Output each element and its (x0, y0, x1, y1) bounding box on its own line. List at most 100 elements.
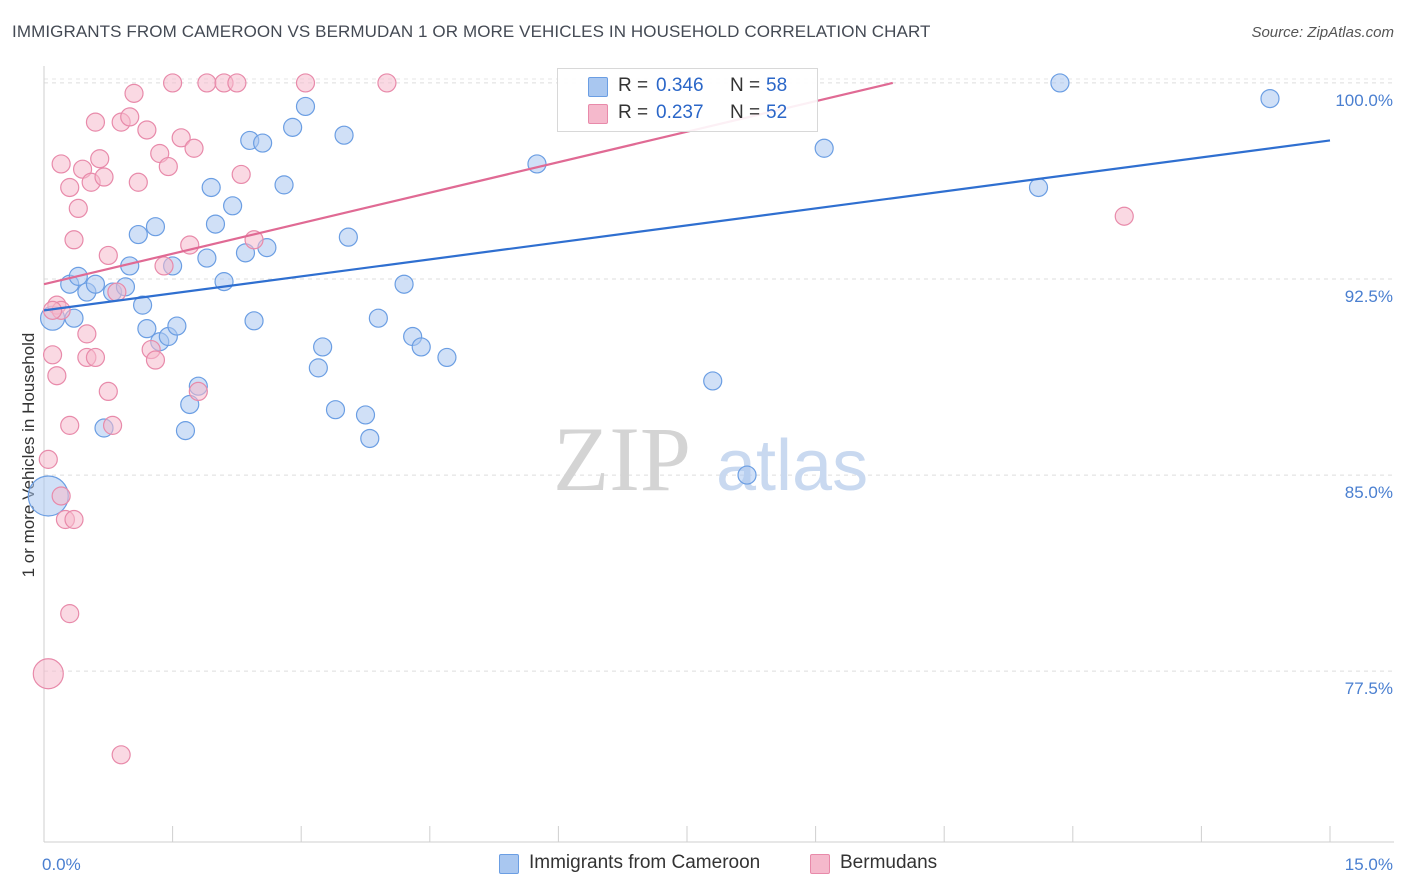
data-point (42, 345, 63, 365)
chart-title: IMMIGRANTS FROM CAMEROON VS BERMUDAN 1 O… (12, 22, 931, 41)
data-point (154, 256, 174, 276)
y-tick-label: 92.5% (1345, 287, 1393, 306)
data-point (411, 337, 431, 357)
data-point (308, 358, 328, 378)
legend-swatch-cameroon (588, 77, 608, 97)
bottom-legend-label-cameroon: Immigrants from Cameroon (529, 852, 761, 873)
data-point (32, 658, 64, 690)
legend-n-label: N = (730, 75, 761, 96)
data-point (231, 164, 251, 185)
legend-r-label: R = (618, 102, 649, 123)
data-point (205, 214, 226, 234)
data-points (27, 73, 1280, 765)
data-point (360, 428, 380, 449)
data-point (368, 308, 388, 328)
data-point (201, 177, 221, 198)
x-tick-label: 15.0% (1345, 855, 1393, 874)
legend-swatch-bermudans (588, 104, 608, 124)
bottom-legend-label-bermudans: Bermudans (840, 852, 938, 873)
legend-n-value: 52 (766, 102, 788, 123)
data-point (42, 300, 63, 320)
data-point (60, 604, 80, 624)
data-point (64, 509, 84, 530)
data-point (107, 282, 127, 302)
data-point (128, 224, 148, 245)
legend-r-value: 0.237 (656, 102, 704, 123)
data-point (94, 167, 114, 187)
data-point (137, 120, 157, 140)
data-point (1260, 89, 1280, 109)
data-point (244, 311, 264, 331)
legend-r-value: 0.346 (656, 75, 704, 96)
data-point (60, 177, 80, 198)
data-point (60, 415, 80, 435)
trend-line-cameroon (43, 139, 1331, 312)
data-point (145, 350, 166, 370)
data-point (77, 324, 97, 344)
data-point (1050, 73, 1070, 93)
data-point (90, 149, 110, 169)
data-point (184, 138, 204, 158)
data-point (167, 316, 187, 336)
tick-labels: 100.0% 92.5% 85.0% 77.5% 0.0% 15.0% (42, 91, 1393, 874)
watermark-atlas: atlas (716, 426, 868, 506)
data-point (145, 217, 166, 237)
data-point (47, 366, 67, 386)
data-point (325, 400, 346, 420)
y-tick-label: 100.0% (1335, 91, 1393, 110)
data-point (227, 73, 247, 93)
data-point (137, 319, 157, 339)
data-point (394, 274, 414, 294)
data-point (283, 117, 303, 137)
data-point (175, 421, 196, 441)
data-point (437, 347, 457, 368)
data-point (197, 73, 217, 93)
data-point (128, 172, 148, 192)
data-point (85, 274, 106, 294)
y-tick-label: 77.5% (1345, 679, 1393, 698)
data-point (98, 245, 118, 266)
watermark: ZIP atlas (553, 408, 868, 510)
data-point (102, 415, 123, 435)
data-point (295, 73, 316, 93)
data-point (85, 347, 106, 368)
data-point (111, 745, 131, 765)
data-point (124, 83, 144, 103)
data-point (98, 381, 118, 402)
data-point (171, 128, 191, 148)
data-point (188, 381, 208, 402)
legend-n-value: 58 (766, 75, 788, 96)
data-point (313, 337, 333, 357)
watermark-zip: ZIP (553, 408, 691, 510)
data-point (120, 107, 140, 127)
data-point (737, 465, 757, 485)
source-label: Source: ZipAtlas.com (1251, 24, 1394, 41)
legend-r-label: R = (618, 75, 649, 96)
data-point (1028, 177, 1049, 198)
bottom-legend-swatch-cameroon (499, 854, 519, 874)
y-tick-label: 85.0% (1345, 483, 1393, 502)
data-point (274, 175, 294, 195)
data-point (253, 133, 273, 153)
data-point (132, 295, 153, 315)
y-axis-label: 1 or more Vehicles in Household (19, 333, 38, 578)
data-point (68, 198, 88, 219)
data-point (355, 405, 376, 425)
data-point (223, 196, 243, 216)
data-point (197, 248, 217, 268)
data-point (51, 154, 71, 174)
data-point (527, 154, 547, 174)
data-point (295, 96, 316, 117)
series-bermudans (32, 73, 1134, 765)
data-point (38, 449, 58, 469)
data-point (703, 371, 723, 391)
data-point (377, 73, 397, 93)
legend-n-label: N = (730, 102, 761, 123)
data-point (338, 227, 358, 247)
series-cameroon (27, 73, 1280, 517)
data-point (814, 138, 834, 158)
data-point (158, 156, 178, 177)
data-point (1114, 206, 1134, 226)
data-point (163, 73, 183, 93)
